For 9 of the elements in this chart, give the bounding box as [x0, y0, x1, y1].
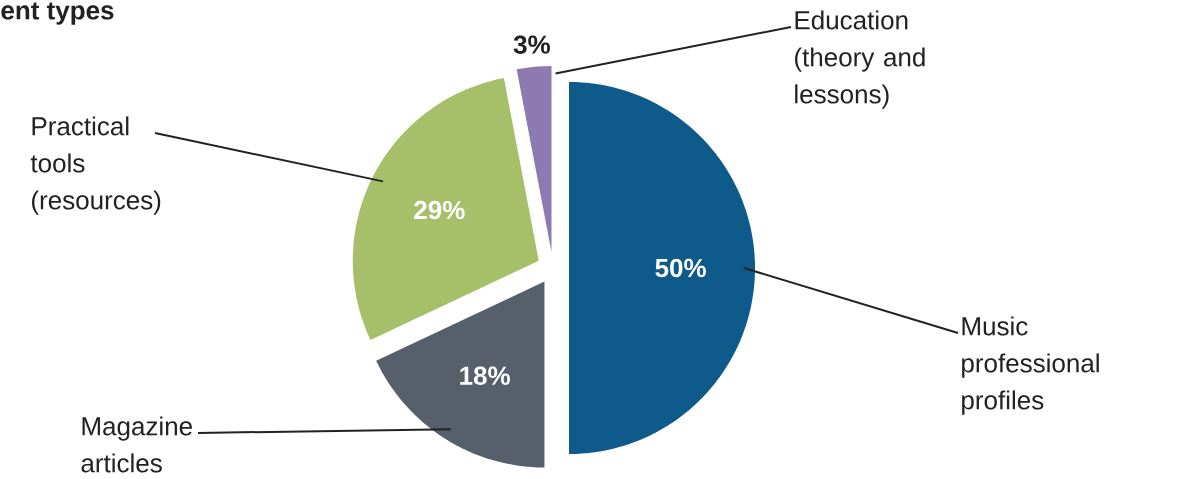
data-label: 18%	[460, 366, 510, 385]
data-label: 50%	[655, 258, 706, 278]
slice-label: Practical tools (resources)	[30, 116, 161, 215]
chart-title: ent types	[1, 2, 114, 25]
slice-label: Music professional profiles	[962, 316, 1099, 415]
slice-label: Education (theory and lessons)	[795, 10, 925, 109]
data-label: 3%	[513, 35, 550, 54]
data-label: 29%	[414, 200, 465, 220]
slice-label: Magazine articles	[81, 416, 192, 473]
